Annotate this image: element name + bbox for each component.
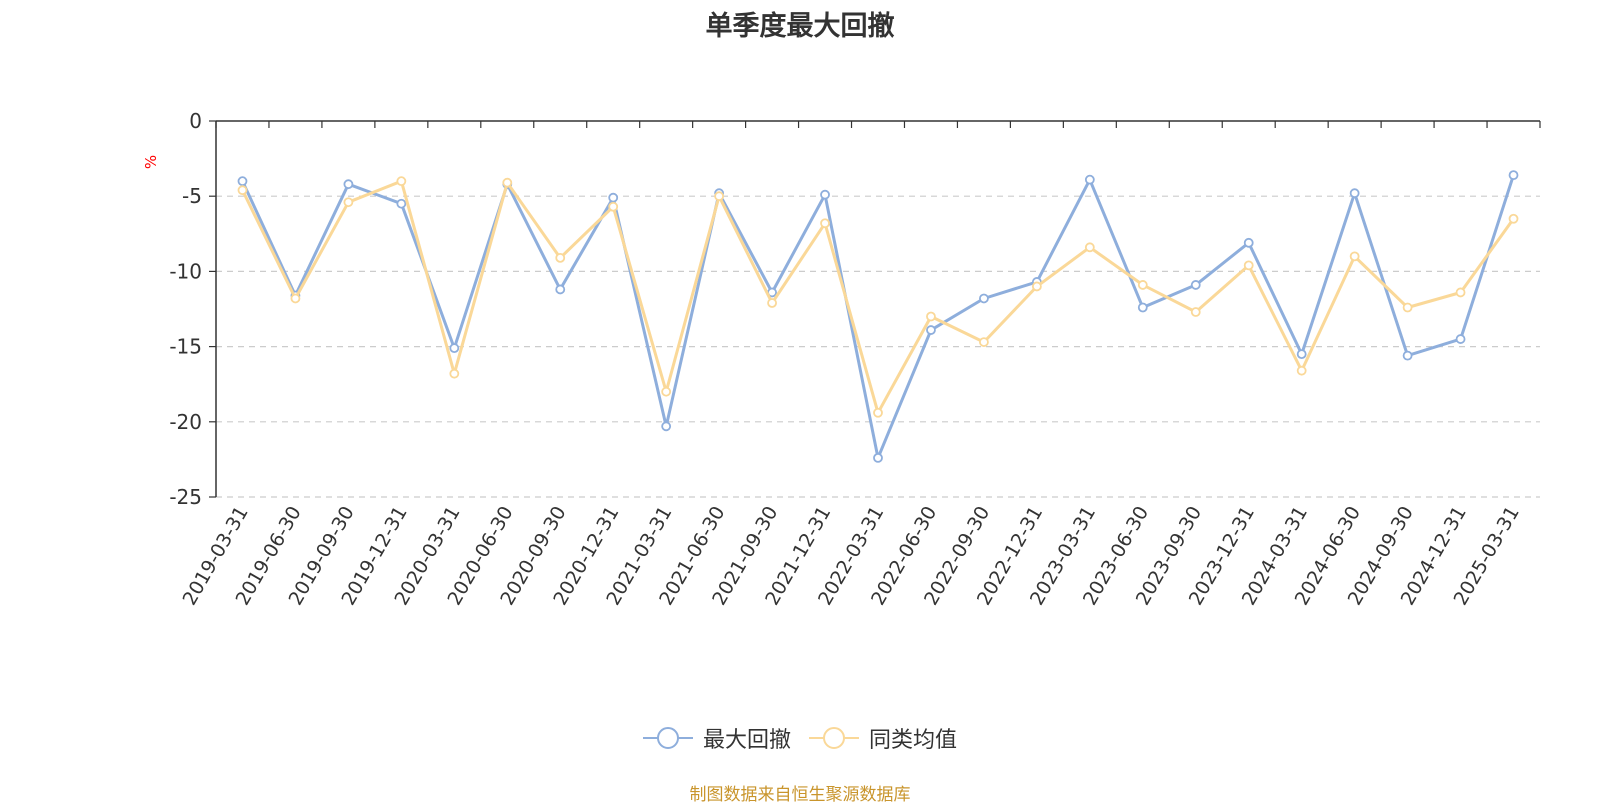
legend-swatch-series-1: [642, 727, 693, 749]
source-note: 制图数据来自恒生聚源数据库: [689, 785, 911, 805]
data-point-series-1: [608, 192, 619, 203]
data-point-series-2: [396, 176, 407, 187]
data-point-series-1: [1190, 280, 1201, 290]
data-point-series-1: [1296, 349, 1307, 360]
data-point-series-2: [449, 368, 460, 379]
data-point-series-1: [1402, 350, 1413, 361]
series-line-2: [241, 179, 1515, 415]
data-point-series-2: [979, 337, 989, 347]
data-point-series-2: [1455, 287, 1466, 298]
data-point-series-2: [1349, 251, 1360, 262]
series-layer: [237, 170, 1519, 463]
data-point-series-1: [555, 284, 566, 295]
data-point-series-1: [661, 421, 672, 432]
legend: 最大回撤 同类均值: [0, 722, 1600, 754]
y-tick-label: 0: [189, 109, 202, 133]
data-point-series-2: [237, 185, 248, 196]
data-point-series-1: [343, 179, 354, 190]
data-point-series-2: [1243, 260, 1254, 271]
data-point-series-1: [979, 293, 989, 304]
data-point-series-2: [767, 298, 777, 308]
data-point-series-2: [1508, 213, 1519, 224]
data-point-series-2: [1031, 281, 1042, 292]
legend-swatch-series-2: [809, 727, 859, 749]
chart-title: 单季度最大回撤: [705, 11, 895, 42]
data-point-series-1: [926, 325, 936, 335]
data-point-series-2: [1137, 280, 1148, 290]
legend-item-series-1[interactable]: 最大回撤: [642, 722, 791, 754]
data-point-series-2: [1190, 307, 1201, 317]
legend-label-series-2: 同类均值: [869, 728, 958, 753]
data-point-series-2: [926, 311, 936, 322]
data-point-series-1: [1455, 334, 1466, 344]
data-point-series-1: [1137, 302, 1148, 313]
y-tick-label: -5: [182, 184, 202, 208]
data-point-series-1: [820, 189, 830, 200]
data-point-series-2: [343, 197, 354, 208]
data-point-series-2: [290, 293, 301, 304]
data-point-series-2: [820, 218, 830, 229]
data-point-series-1: [1349, 188, 1360, 199]
grid-layer: [216, 195, 1540, 498]
data-point-series-2: [555, 252, 566, 263]
y-tick-label: -10: [169, 259, 202, 283]
y-tick-label: -20: [169, 410, 202, 434]
data-point-series-2: [661, 386, 672, 397]
data-point-series-2: [1402, 302, 1413, 313]
y-axis-unit-label: %: [142, 155, 160, 169]
data-point-series-2: [1084, 242, 1095, 253]
data-point-series-1: [1243, 237, 1254, 248]
data-point-series-2: [1296, 365, 1307, 376]
y-tick-label: -15: [169, 335, 202, 359]
line-chart: 0-5-10-15-20-252019-03-312019-06-302019-…: [142, 109, 1541, 609]
data-point-series-1: [1084, 174, 1095, 185]
data-point-series-2: [873, 407, 883, 418]
data-point-series-1: [449, 343, 460, 354]
data-point-series-1: [1508, 170, 1519, 181]
legend-item-series-2[interactable]: 同类均值: [809, 722, 957, 754]
data-point-series-2: [714, 191, 725, 202]
axis-layer: 0-5-10-15-20-252019-03-312019-06-302019-…: [169, 109, 1541, 609]
data-point-series-1: [237, 176, 248, 187]
data-point-series-2: [608, 201, 619, 212]
legend-label-series-1: 最大回撤: [702, 728, 791, 753]
data-point-series-1: [873, 452, 883, 463]
y-tick-label: -25: [169, 485, 202, 509]
data-point-series-2: [502, 177, 513, 188]
data-point-series-1: [396, 198, 407, 209]
